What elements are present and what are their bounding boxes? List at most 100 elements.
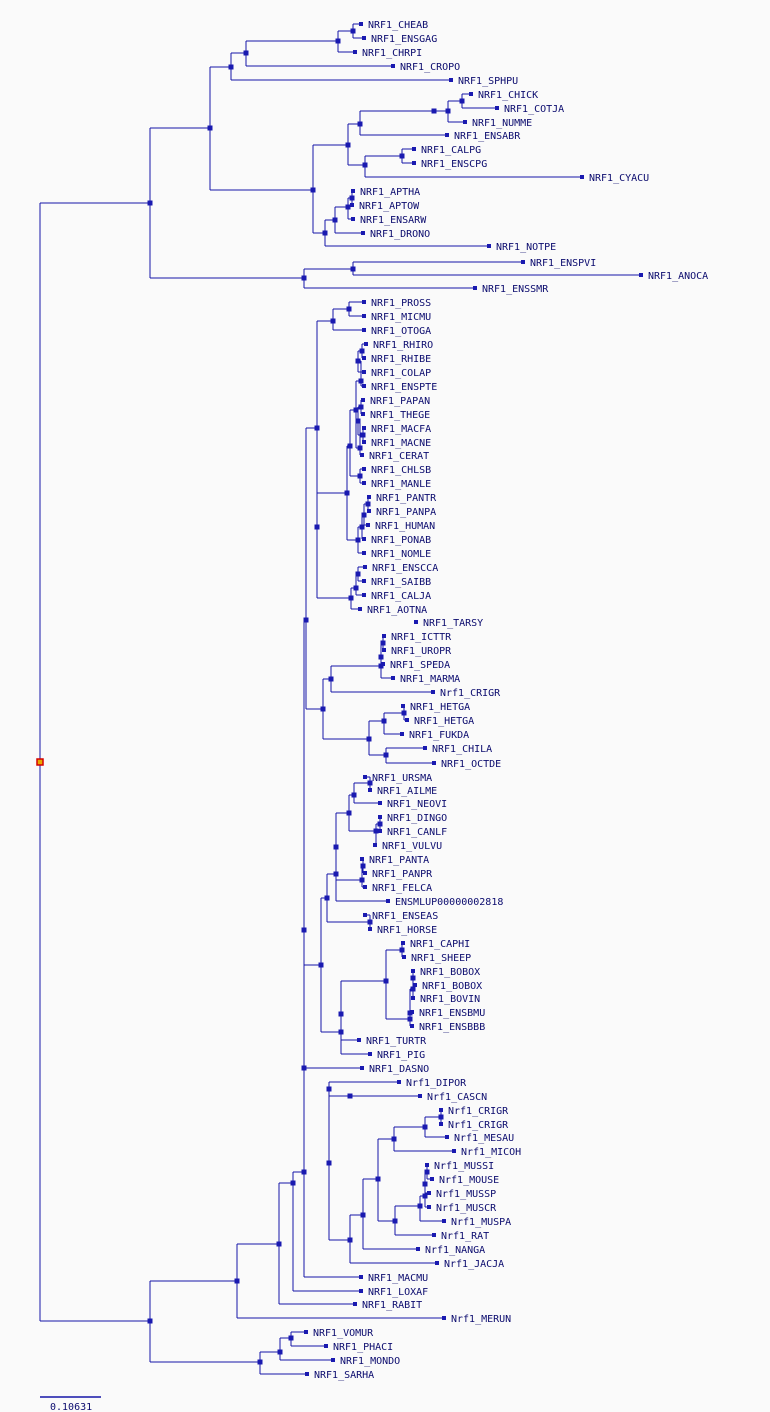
internal-node[interactable] <box>360 432 366 438</box>
leaf-node[interactable] <box>362 384 366 388</box>
internal-node[interactable] <box>335 38 341 44</box>
internal-node[interactable] <box>410 975 416 981</box>
internal-node[interactable] <box>391 1136 397 1142</box>
leaf-node[interactable] <box>363 871 367 875</box>
internal-node[interactable] <box>338 1011 344 1017</box>
internal-node[interactable] <box>424 1169 430 1175</box>
leaf-node[interactable] <box>368 927 372 931</box>
internal-node[interactable] <box>350 266 356 272</box>
internal-node[interactable] <box>373 828 379 834</box>
internal-node[interactable] <box>243 50 249 56</box>
internal-node[interactable] <box>290 1180 296 1186</box>
leaf-node[interactable] <box>350 203 354 207</box>
leaf-node[interactable] <box>362 356 366 360</box>
internal-node[interactable] <box>346 306 352 312</box>
internal-node[interactable] <box>147 1318 153 1324</box>
internal-node[interactable] <box>366 736 372 742</box>
leaf-node[interactable] <box>473 286 477 290</box>
internal-node[interactable] <box>314 524 320 530</box>
root-node[interactable] <box>36 758 44 766</box>
leaf-node[interactable] <box>363 913 367 917</box>
leaf-node[interactable] <box>452 1149 456 1153</box>
internal-node[interactable] <box>350 28 356 34</box>
internal-node[interactable] <box>328 676 334 682</box>
internal-node[interactable] <box>303 617 309 623</box>
leaf-node[interactable] <box>331 1358 335 1362</box>
internal-node[interactable] <box>358 404 364 410</box>
internal-node[interactable] <box>399 153 405 159</box>
leaf-node[interactable] <box>362 593 366 597</box>
leaf-node[interactable] <box>358 607 362 611</box>
internal-node[interactable] <box>367 919 373 925</box>
leaf-node[interactable] <box>361 412 365 416</box>
leaf-node[interactable] <box>412 161 416 165</box>
leaf-node[interactable] <box>361 231 365 235</box>
leaf-node[interactable] <box>400 732 404 736</box>
internal-node[interactable] <box>344 490 350 496</box>
internal-node[interactable] <box>349 195 355 201</box>
leaf-node[interactable] <box>351 217 355 221</box>
internal-node[interactable] <box>301 275 307 281</box>
leaf-node[interactable] <box>423 746 427 750</box>
internal-node[interactable] <box>355 537 361 543</box>
leaf-node[interactable] <box>378 829 382 833</box>
internal-node[interactable] <box>407 1016 413 1022</box>
internal-node[interactable] <box>422 1124 428 1130</box>
leaf-node[interactable] <box>364 342 368 346</box>
leaf-node[interactable] <box>495 106 499 110</box>
leaf-node[interactable] <box>360 1066 364 1070</box>
internal-node[interactable] <box>147 200 153 206</box>
internal-node[interactable] <box>338 1029 344 1035</box>
leaf-node[interactable] <box>363 565 367 569</box>
internal-node[interactable] <box>459 98 465 104</box>
internal-node[interactable] <box>362 162 368 168</box>
leaf-node[interactable] <box>373 843 377 847</box>
internal-node[interactable] <box>399 947 405 953</box>
leaf-node[interactable] <box>391 64 395 68</box>
leaf-node[interactable] <box>410 1010 414 1014</box>
leaf-node[interactable] <box>362 300 366 304</box>
internal-node[interactable] <box>381 718 387 724</box>
leaf-node[interactable] <box>432 761 436 765</box>
internal-node[interactable] <box>353 407 359 413</box>
internal-node[interactable] <box>314 425 320 431</box>
internal-node[interactable] <box>422 1193 428 1199</box>
internal-node[interactable] <box>345 142 351 148</box>
leaf-node[interactable] <box>435 1261 439 1265</box>
leaf-node[interactable] <box>353 1302 357 1306</box>
leaf-node[interactable] <box>362 426 366 430</box>
leaf-node[interactable] <box>442 1219 446 1223</box>
internal-node[interactable] <box>322 230 328 236</box>
leaf-node[interactable] <box>431 690 435 694</box>
leaf-node[interactable] <box>304 1330 308 1334</box>
internal-node[interactable] <box>355 571 361 577</box>
internal-node[interactable] <box>431 108 437 114</box>
leaf-node[interactable] <box>391 676 395 680</box>
internal-node[interactable] <box>330 318 336 324</box>
internal-node[interactable] <box>347 443 353 449</box>
leaf-node[interactable] <box>366 523 370 527</box>
internal-node[interactable] <box>207 125 213 131</box>
internal-node[interactable] <box>359 877 365 883</box>
leaf-node[interactable] <box>401 704 405 708</box>
leaf-node[interactable] <box>413 983 417 987</box>
internal-node[interactable] <box>438 1114 444 1120</box>
leaf-node[interactable] <box>382 634 386 638</box>
leaf-node[interactable] <box>363 885 367 889</box>
leaf-node[interactable] <box>357 1038 361 1042</box>
leaf-node[interactable] <box>425 1163 429 1167</box>
internal-node[interactable] <box>358 378 364 384</box>
leaf-node[interactable] <box>378 815 382 819</box>
internal-node[interactable] <box>257 1359 263 1365</box>
leaf-node[interactable] <box>402 955 406 959</box>
leaf-node[interactable] <box>487 244 491 248</box>
internal-node[interactable] <box>355 358 361 364</box>
leaf-node[interactable] <box>362 370 366 374</box>
internal-node[interactable] <box>380 640 386 646</box>
leaf-node[interactable] <box>351 189 355 193</box>
leaf-node[interactable] <box>360 453 364 457</box>
leaf-node[interactable] <box>381 662 385 666</box>
internal-node[interactable] <box>383 978 389 984</box>
leaf-node[interactable] <box>401 941 405 945</box>
internal-node[interactable] <box>333 871 339 877</box>
